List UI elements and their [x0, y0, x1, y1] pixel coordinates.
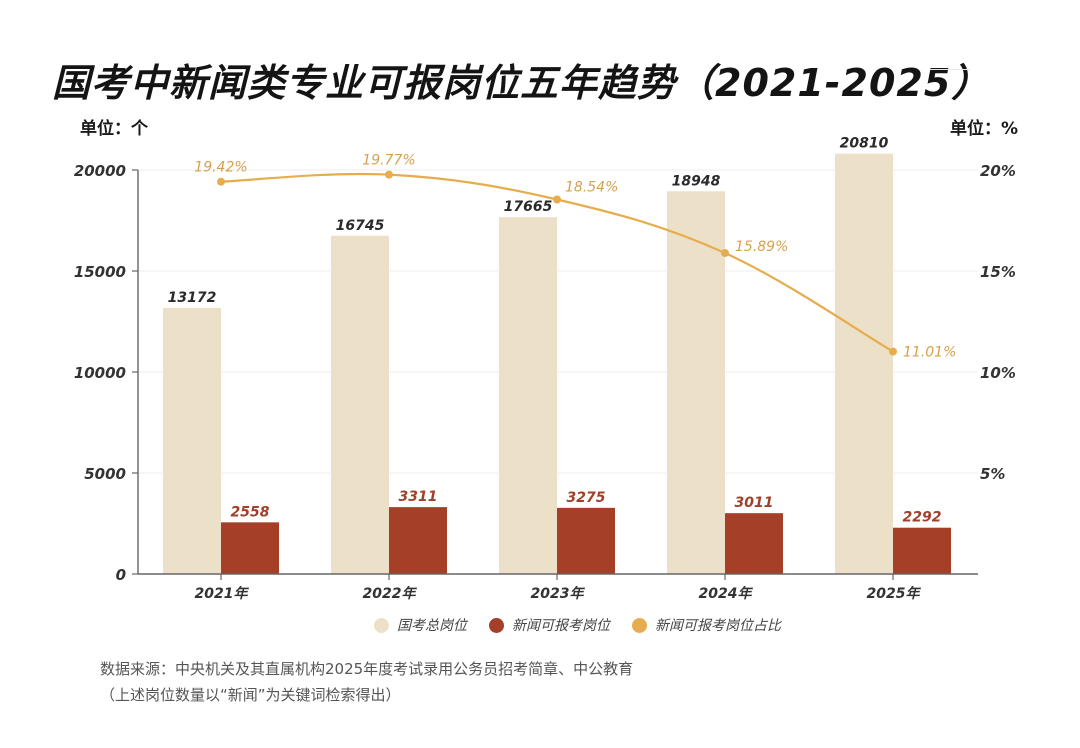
x-tick-label: 2024年 [699, 585, 754, 602]
legend-item-total[interactable]: 国考总岗位 [374, 615, 467, 635]
bar-news-label: 2292 [903, 510, 942, 526]
x-tick-label: 2022年 [363, 585, 418, 602]
ratio-point [721, 249, 729, 258]
bar-total [331, 235, 389, 574]
bar-news-label: 3311 [399, 489, 438, 505]
x-tick-label: 2021年 [195, 585, 250, 602]
y-left-tick-label: 0 [116, 566, 126, 584]
bar-news-label: 2558 [231, 504, 270, 520]
right-axis-unit: 单位：% [950, 119, 1019, 139]
ratio-point-label: 11.01% [903, 345, 956, 361]
ratio-point-label: 19.77% [362, 153, 415, 169]
chart-title: 国考中新闻类专业可报岗位五年趋势（2021-2025） [52, 61, 991, 105]
y-right-tick-label: 20% [980, 162, 1016, 180]
bar-total [835, 153, 893, 574]
bar-total [499, 217, 557, 575]
axes: 0 5000 10000 15000 20000 5% 10% 15% 20% 2021年 2022… [74, 162, 1016, 602]
source-note: 数据来源：中央机关及其直属机构2025年度考试录用公务员招考简章、中公教育 （上… [100, 656, 633, 708]
y-left-tick-label: 5000 [84, 465, 126, 483]
title-rule [930, 69, 970, 70]
ratio-line [217, 170, 897, 356]
ratio-point-label: 15.89% [735, 239, 788, 255]
legend-label-news: 新闻可报考岗位 [512, 618, 610, 634]
bar-news [389, 507, 447, 574]
legend: 国考总岗位 新闻可报考岗位 新闻可报考岗位占比 [374, 615, 803, 635]
bar-total [163, 307, 221, 574]
y-right-tick-label: 15% [980, 263, 1016, 281]
source-line-1: 数据来源：中央机关及其直属机构2025年度考试录用公务员招考简章、中公教育 [100, 660, 634, 678]
bar-news [893, 527, 951, 574]
bar-total [667, 191, 725, 574]
bars [163, 153, 951, 575]
bar-total-label: 18948 [672, 173, 721, 189]
legend-swatch-total [374, 617, 389, 633]
bar-news [221, 522, 279, 574]
legend-label-ratio: 新闻可报考岗位占比 [655, 618, 781, 634]
legend-label-total: 国考总岗位 [397, 618, 467, 634]
bar-news [557, 507, 615, 574]
bar-total-label: 13172 [168, 290, 217, 306]
legend-swatch-news [489, 617, 504, 633]
bar-total-label: 20810 [840, 136, 889, 152]
data-labels: 13172 2558 16745 3311 17665 3275 18948 3011 2081… [168, 136, 957, 526]
bar-news-label: 3011 [735, 495, 774, 511]
y-left-tick-label: 20000 [74, 162, 126, 180]
bar-total-label: 17665 [504, 199, 553, 215]
ratio-point-label: 19.42% [194, 160, 247, 176]
y-left-tick-label: 10000 [74, 364, 126, 382]
y-left-tick-label: 15000 [74, 263, 126, 281]
ratio-point [385, 170, 393, 179]
ratio-point-label: 18.54% [565, 179, 618, 195]
ratio-point [889, 347, 897, 356]
bar-news [725, 513, 783, 574]
ratio-point [217, 177, 225, 186]
y-right-tick-label: 5% [980, 465, 1005, 483]
left-axis-unit: 单位：个 [80, 119, 148, 139]
bar-news-label: 3275 [567, 490, 606, 506]
ratio-point [553, 195, 561, 204]
legend-item-ratio[interactable]: 新闻可报考岗位占比 [632, 615, 781, 635]
y-right-tick-label: 10% [980, 364, 1016, 382]
x-tick-label: 2025年 [867, 585, 922, 602]
source-line-2: （上述岗位数量以“新闻”为关键词检索得出） [100, 686, 401, 704]
legend-swatch-ratio [632, 617, 647, 633]
bar-total-label: 16745 [336, 218, 385, 234]
legend-item-news[interactable]: 新闻可报考岗位 [489, 615, 610, 635]
x-tick-label: 2023年 [531, 585, 586, 602]
